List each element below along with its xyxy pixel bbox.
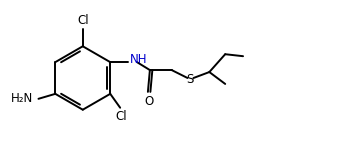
Text: Cl: Cl — [77, 14, 89, 27]
Text: H₂N: H₂N — [11, 92, 33, 105]
Text: Cl: Cl — [115, 110, 127, 123]
Text: O: O — [145, 95, 154, 108]
Text: NH: NH — [130, 53, 148, 66]
Text: S: S — [186, 73, 193, 86]
